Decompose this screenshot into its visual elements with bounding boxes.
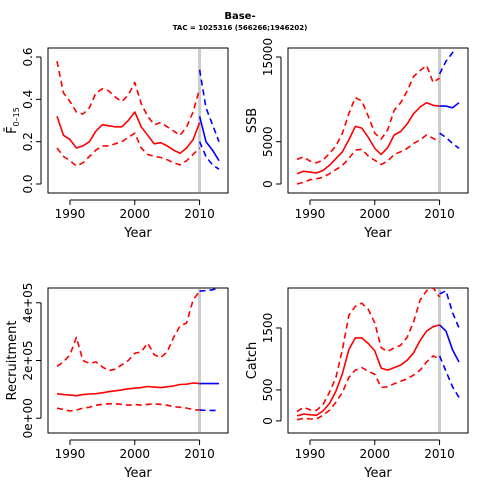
- catch-y-tick-label: 500: [261, 378, 275, 401]
- ssb-y-axis-label-main: SSB: [245, 108, 260, 133]
- fbar-x-tick-label: 2010: [184, 207, 215, 221]
- ssb-historic-median-line: [296, 101, 440, 175]
- fbar-y-axis-label: F̄0–15: [5, 107, 21, 134]
- ssb-x-tick-label: 2010: [424, 207, 455, 221]
- recruitment-historic-upper-line: [56, 290, 201, 372]
- recruitment-data-lines: [56, 288, 220, 412]
- fbar-y-tick-label: 0.2: [21, 132, 35, 151]
- fbar-projection-lower-line: [198, 141, 220, 170]
- figure-subtitle: TAC = 1025316 (566266;1946202): [173, 24, 308, 32]
- recruitment-x-tick-label: 2010: [184, 447, 215, 461]
- recruitment-x-axis-label: Year: [123, 466, 152, 480]
- catch-y-tick-label: 1500: [261, 313, 275, 344]
- fbar-x-tick-label: 1990: [55, 207, 86, 221]
- catch-y-axis-label-main: Catch: [245, 342, 260, 380]
- recruitment-y-tick-label: 4e+05: [21, 283, 35, 323]
- recruitment-y-axis-label: Recruitment: [5, 321, 20, 401]
- catch-projection-upper-line: [439, 289, 460, 329]
- fbar-y-axis-label-main: F̄: [5, 126, 20, 133]
- catch-historic-median-line: [296, 324, 440, 417]
- recruitment-y-axis-label-main: Recruitment: [5, 321, 20, 401]
- fbar-y-axis-label-subscript: 0–15: [12, 107, 21, 126]
- recruitment-y-tick-label: 0e+00: [21, 398, 35, 438]
- catch-plot-frame: [287, 287, 469, 434]
- ssb-data-lines: [296, 48, 460, 185]
- ssb-projection-lower-line: [439, 132, 460, 150]
- fbar-y-tick-label: 0.6: [21, 47, 35, 66]
- recruitment-historic-median-line: [56, 382, 200, 397]
- recruitment-x-tick-label: 1990: [55, 447, 86, 461]
- ssb-y-tick-label: 5000: [261, 126, 275, 157]
- recruitment-plot-frame: [47, 287, 229, 434]
- catch-x-tick-label: 2000: [359, 447, 390, 461]
- ssb-plot-frame: [287, 47, 469, 194]
- catch-y-tick-label: 0: [261, 417, 275, 425]
- fbar-historic-upper-line: [56, 61, 201, 137]
- fbar-data-lines: [56, 61, 220, 170]
- fbar-projection-median-line: [198, 116, 220, 162]
- catch-data-lines: [296, 288, 460, 421]
- fbar-panel: 1990 2000 2010 Year 0.0 0.2 0.4 0.6 F̄0–15: [5, 47, 229, 241]
- catch-x-tick-label: 2010: [424, 447, 455, 461]
- catch-projection-lower-line: [438, 355, 460, 398]
- catch-x-axis-label: Year: [363, 466, 392, 480]
- ssb-historic-upper-line: [296, 64, 441, 164]
- catch-projection-median-line: [439, 324, 460, 363]
- fbar-x-axis-label: Year: [123, 226, 152, 241]
- ssb-x-axis-label: Year: [363, 226, 392, 241]
- ssb-y-tick-label: 0: [261, 180, 275, 188]
- ssb-y-tick-label: 15000: [261, 38, 275, 76]
- fbar-projection-upper-line: [198, 69, 220, 142]
- ssb-x-tick-label: 2000: [359, 207, 390, 221]
- fbar-y-tick-label: 0.0: [21, 174, 35, 193]
- ssb-y-axis-label: SSB: [245, 108, 260, 133]
- catch-historic-upper-line: [296, 288, 441, 413]
- ssb-panel: 1990 2000 2010 Year 0 5000 15000 SSB: [245, 38, 469, 241]
- catch-historic-lower-line: [296, 355, 440, 421]
- recruitment-historic-lower-line: [56, 402, 200, 412]
- recruitment-y-tick-label: 2e+05: [21, 340, 35, 380]
- ssb-historic-lower-line: [296, 134, 440, 185]
- catch-y-axis-label: Catch: [245, 342, 260, 380]
- recruitment-x-tick-label: 2000: [119, 447, 150, 461]
- fbar-plot-frame: [47, 47, 229, 194]
- ssb-projection-upper-line: [438, 48, 456, 75]
- figure-title: Base-: [224, 11, 255, 22]
- ssb-x-tick-label: 1990: [295, 207, 326, 221]
- fbar-y-tick-label: 0.4: [21, 90, 35, 109]
- fbar-historic-lower-line: [56, 132, 201, 167]
- catch-x-tick-label: 1990: [295, 447, 326, 461]
- fbar-x-tick-label: 2000: [119, 207, 150, 221]
- recruitment-panel: 1990 2000 2010 Year 0e+00 2e+05 4e+05Recruitme…: [5, 283, 229, 480]
- fbar-historic-median-line: [56, 111, 201, 155]
- recruitment-projection-upper-line: [199, 288, 220, 292]
- ssb-projection-median-line: [439, 102, 460, 109]
